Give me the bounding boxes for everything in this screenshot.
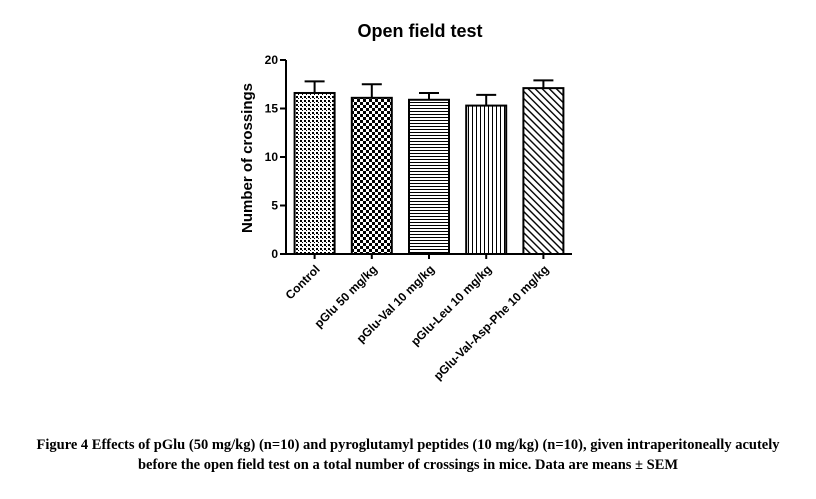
error-bars xyxy=(304,79,554,106)
y-tick-label: 10 xyxy=(265,150,279,164)
bars xyxy=(293,87,565,256)
figure-caption: Figure 4 Effects of pGlu (50 mg/kg) (n=1… xyxy=(36,437,780,473)
x-category-label: pGlu-Val-Asp-Phe 10 mg/kg xyxy=(431,262,552,383)
x-category-label: Control xyxy=(283,262,323,302)
y-axis-label: Number of crossings xyxy=(239,83,256,233)
y-tick-label: 15 xyxy=(265,102,279,116)
y-tick-label: 5 xyxy=(271,199,278,213)
y-tick-label: 20 xyxy=(265,53,279,67)
bar xyxy=(522,87,565,255)
chart-title: Open field test xyxy=(357,21,482,41)
y-ticks: 0 5 10 15 20 xyxy=(265,53,286,261)
bar xyxy=(408,98,450,255)
y-tick-label: 0 xyxy=(271,247,278,261)
bar xyxy=(465,104,508,255)
bar xyxy=(293,91,336,256)
bar-chart: Open field test Number of crossings 0 5 10… xyxy=(239,21,572,383)
bar xyxy=(350,96,393,255)
